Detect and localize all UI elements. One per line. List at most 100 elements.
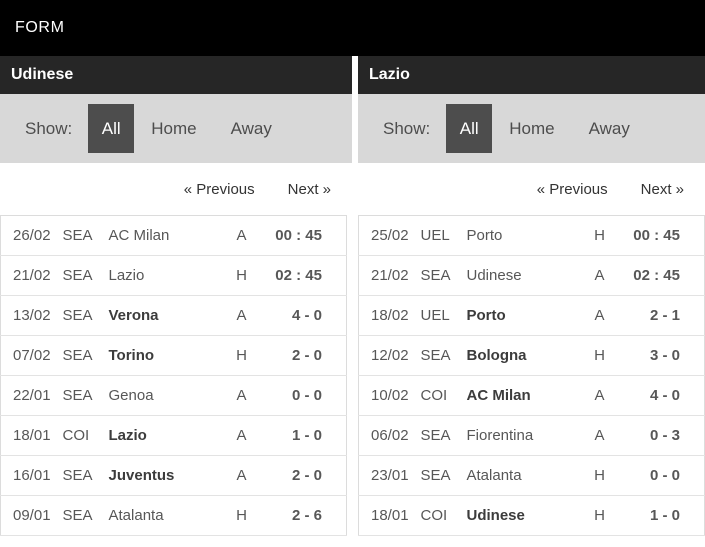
match-row[interactable]: 06/02 SEA Fiorentina A 0 - 3 [358, 415, 705, 456]
filter-bar-udinese: Show: All Home Away [0, 94, 352, 163]
match-opponent: Udinese [466, 255, 581, 296]
match-result: 02 : 45 [260, 255, 347, 296]
match-result: 4 - 0 [618, 375, 705, 416]
match-competition: COI [420, 495, 467, 536]
match-venue: H [580, 215, 619, 256]
match-competition: SEA [420, 455, 467, 496]
match-date: 18/02 [358, 295, 421, 336]
results-panel-lazio: 25/02 UEL Porto H 00 : 45 21/02 SEA Udin… [358, 215, 705, 536]
match-competition: SEA [62, 215, 109, 256]
pagination-row: « Previous Next » « Previous Next » [0, 163, 705, 215]
filter-all-button[interactable]: All [88, 104, 135, 153]
match-opponent: Fiorentina [466, 415, 581, 456]
match-venue: H [222, 495, 261, 536]
match-venue: A [222, 455, 261, 496]
match-row[interactable]: 13/02 SEA Verona A 4 - 0 [0, 295, 347, 336]
match-competition: SEA [420, 335, 467, 376]
match-result: 2 - 1 [618, 295, 705, 336]
team-header-row: Udinese Lazio [0, 56, 705, 94]
match-competition: SEA [420, 415, 467, 456]
match-result: 1 - 0 [260, 415, 347, 456]
match-row[interactable]: 18/02 UEL Porto A 2 - 1 [358, 295, 705, 336]
match-date: 25/02 [358, 215, 421, 256]
match-competition: COI [62, 415, 109, 456]
results-panel-udinese: 26/02 SEA AC Milan A 00 : 45 21/02 SEA L… [0, 215, 352, 536]
match-date: 09/01 [0, 495, 63, 536]
match-row[interactable]: 21/02 SEA Udinese A 02 : 45 [358, 255, 705, 296]
previous-link[interactable]: « Previous [536, 180, 608, 198]
match-opponent: Verona [108, 295, 223, 336]
filter-home-button[interactable]: Home [492, 104, 571, 153]
match-date: 16/01 [0, 455, 63, 496]
results-row: 26/02 SEA AC Milan A 00 : 45 21/02 SEA L… [0, 215, 705, 536]
match-row[interactable]: 25/02 UEL Porto H 00 : 45 [358, 215, 705, 256]
filter-home-button[interactable]: Home [134, 104, 213, 153]
match-opponent: Atalanta [466, 455, 581, 496]
filter-all-button[interactable]: All [446, 104, 493, 153]
match-date: 07/02 [0, 335, 63, 376]
match-venue: A [580, 295, 619, 336]
match-result: 00 : 45 [618, 215, 705, 256]
match-date: 22/01 [0, 375, 63, 416]
match-date: 23/01 [358, 455, 421, 496]
match-venue: H [222, 255, 261, 296]
match-opponent: Torino [108, 335, 223, 376]
match-opponent: Porto [466, 215, 581, 256]
match-row[interactable]: 26/02 SEA AC Milan A 00 : 45 [0, 215, 347, 256]
match-opponent: AC Milan [466, 375, 581, 416]
match-row[interactable]: 09/01 SEA Atalanta H 2 - 6 [0, 495, 347, 536]
match-row[interactable]: 18/01 COI Udinese H 1 - 0 [358, 495, 705, 536]
match-opponent: Udinese [466, 495, 581, 536]
match-date: 18/01 [0, 415, 63, 456]
results-table-lazio: 25/02 UEL Porto H 00 : 45 21/02 SEA Udin… [358, 215, 705, 536]
match-date: 21/02 [358, 255, 421, 296]
match-row[interactable]: 10/02 COI AC Milan A 4 - 0 [358, 375, 705, 416]
match-result: 0 - 0 [260, 375, 347, 416]
match-competition: UEL [420, 295, 467, 336]
match-result: 0 - 0 [618, 455, 705, 496]
previous-link[interactable]: « Previous [183, 180, 255, 198]
match-venue: A [222, 295, 261, 336]
match-row[interactable]: 18/01 COI Lazio A 1 - 0 [0, 415, 347, 456]
filter-away-button[interactable]: Away [572, 104, 647, 153]
match-row[interactable]: 21/02 SEA Lazio H 02 : 45 [0, 255, 347, 296]
match-date: 26/02 [0, 215, 63, 256]
match-opponent: Lazio [108, 415, 223, 456]
match-competition: SEA [62, 335, 109, 376]
match-date: 12/02 [358, 335, 421, 376]
match-competition: SEA [420, 255, 467, 296]
match-venue: A [222, 215, 261, 256]
match-row[interactable]: 12/02 SEA Bologna H 3 - 0 [358, 335, 705, 376]
match-opponent: Atalanta [108, 495, 223, 536]
match-result: 2 - 6 [260, 495, 347, 536]
match-opponent: Bologna [466, 335, 581, 376]
match-venue: A [222, 415, 261, 456]
form-title: FORM [15, 19, 65, 36]
filter-row: Show: All Home Away Show: All Home Away [0, 94, 705, 163]
match-row[interactable]: 22/01 SEA Genoa A 0 - 0 [0, 375, 347, 416]
form-header: FORM [0, 0, 705, 56]
match-venue: A [222, 375, 261, 416]
pagination-udinese: « Previous Next » [0, 163, 352, 215]
match-row[interactable]: 23/01 SEA Atalanta H 0 - 0 [358, 455, 705, 496]
pagination-lazio: « Previous Next » [358, 163, 705, 215]
match-venue: A [580, 375, 619, 416]
match-row[interactable]: 16/01 SEA Juventus A 2 - 0 [0, 455, 347, 496]
filter-away-button[interactable]: Away [214, 104, 289, 153]
match-date: 10/02 [358, 375, 421, 416]
match-venue: H [222, 335, 261, 376]
match-opponent: Juventus [108, 455, 223, 496]
match-row[interactable]: 07/02 SEA Torino H 2 - 0 [0, 335, 347, 376]
filter-bar-lazio: Show: All Home Away [358, 94, 705, 163]
match-competition: SEA [62, 455, 109, 496]
match-venue: H [580, 335, 619, 376]
match-result: 3 - 0 [618, 335, 705, 376]
match-competition: SEA [62, 255, 109, 296]
match-result: 00 : 45 [260, 215, 347, 256]
match-result: 02 : 45 [618, 255, 705, 296]
match-competition: UEL [420, 215, 467, 256]
next-link[interactable]: Next » [287, 180, 331, 198]
next-link[interactable]: Next » [640, 180, 684, 198]
match-date: 06/02 [358, 415, 421, 456]
show-label: Show: [25, 118, 73, 138]
